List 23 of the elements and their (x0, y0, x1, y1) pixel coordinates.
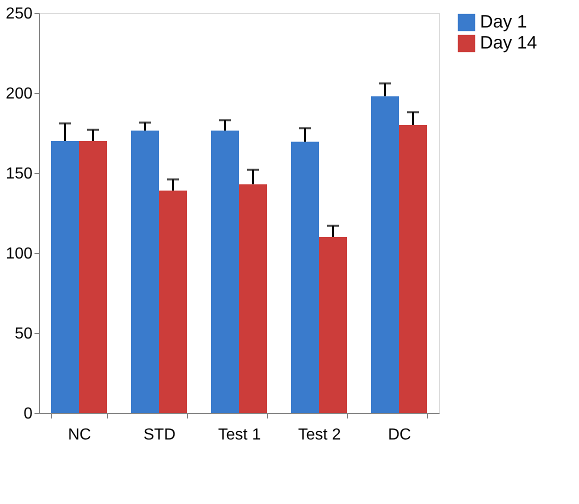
bar (211, 130, 239, 413)
bar (371, 96, 399, 413)
y-tick-label: 250 (6, 6, 33, 22)
bar (399, 125, 427, 413)
legend-label: Day 1 (480, 12, 528, 32)
y-tick-label: 0 (24, 406, 33, 422)
x-tick-label: Test 2 (298, 426, 341, 444)
bar (239, 184, 267, 413)
bar (291, 142, 319, 413)
y-tick-label: 100 (6, 246, 33, 262)
bar (131, 130, 159, 413)
x-tick-label: STD (144, 426, 176, 444)
legend-label: Day 14 (480, 32, 538, 52)
x-tick-label: Test 1 (218, 426, 261, 444)
x-tick-label: DC (388, 426, 412, 444)
bar (159, 190, 187, 413)
y-tick-label: 200 (6, 86, 33, 102)
y-tick-label: 150 (6, 166, 33, 182)
x-tick-label: NC (68, 426, 92, 444)
bar (79, 141, 107, 413)
y-tick-label: 50 (14, 326, 33, 342)
bar (319, 237, 347, 413)
bar (51, 141, 79, 413)
